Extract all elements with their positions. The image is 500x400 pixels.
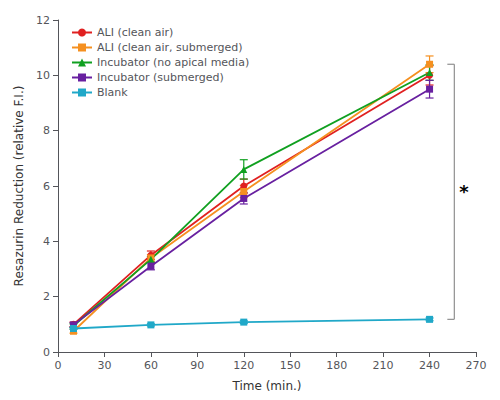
svg-text:Time (min.): Time (min.) [232,379,302,393]
svg-text:270: 270 [466,359,487,372]
svg-text:8: 8 [43,124,50,137]
svg-text:2: 2 [43,290,50,303]
svg-text:Incubator (submerged): Incubator (submerged) [97,71,224,84]
svg-text:30: 30 [97,359,111,372]
svg-text:210: 210 [373,359,394,372]
svg-text:6: 6 [43,180,50,193]
svg-text:4: 4 [43,235,50,248]
svg-text:120: 120 [233,359,254,372]
svg-text:0: 0 [43,346,50,359]
svg-text:*: * [459,181,469,202]
svg-text:150: 150 [280,359,301,372]
svg-text:ALI (clean air, submerged): ALI (clean air, submerged) [97,41,243,54]
svg-text:0: 0 [55,359,62,372]
svg-text:ALI (clean air): ALI (clean air) [97,26,173,39]
svg-text:Blank: Blank [97,86,128,99]
svg-text:240: 240 [419,359,440,372]
svg-text:Incubator (no apical media): Incubator (no apical media) [97,56,249,69]
svg-text:Resazurin Reduction (relative: Resazurin Reduction (relative F.I.) [12,86,26,287]
svg-text:180: 180 [326,359,347,372]
svg-text:90: 90 [190,359,204,372]
svg-text:60: 60 [144,359,158,372]
svg-text:10: 10 [36,69,50,82]
svg-text:12: 12 [36,14,50,27]
